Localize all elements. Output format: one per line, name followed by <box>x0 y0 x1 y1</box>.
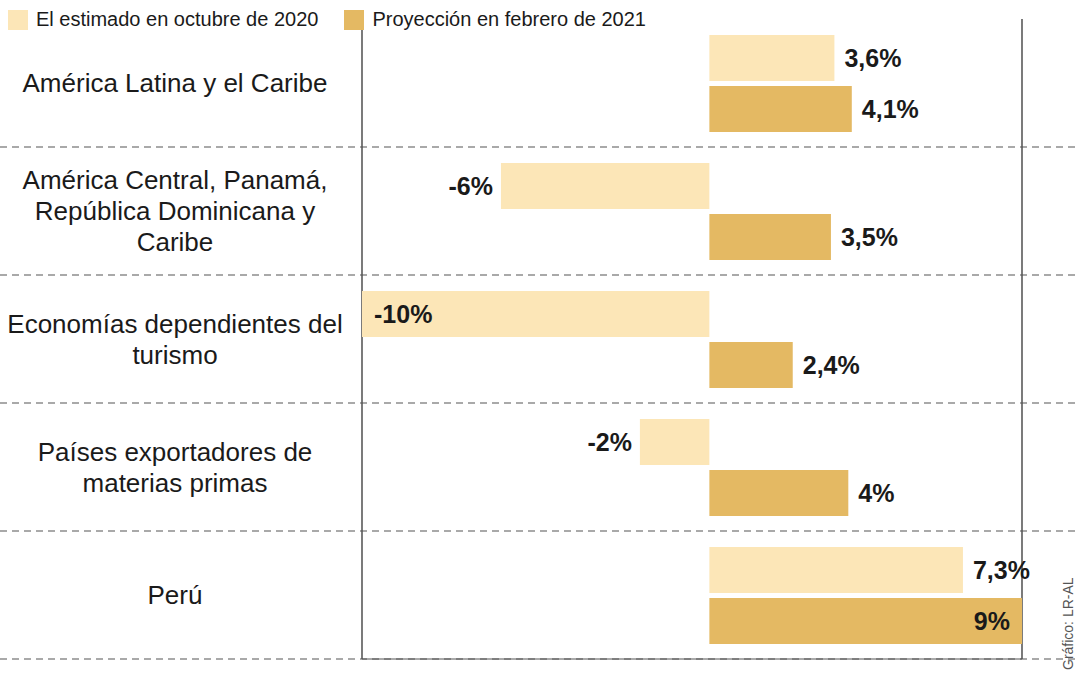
svg-text:2,4%: 2,4% <box>803 351 860 379</box>
svg-text:3,6%: 3,6% <box>844 44 901 72</box>
svg-text:materias primas: materias primas <box>83 468 268 498</box>
html-text:El estimado en octubre de 2020: El estimado en octubre de 2020 <box>36 8 319 30</box>
html-text:Proyección en febrero de 2021: Proyección en febrero de 2021 <box>372 8 646 30</box>
svg-text:América Central, Panamá,: América Central, Panamá, <box>23 165 328 195</box>
svg-text:-6%: -6% <box>448 172 492 200</box>
svg-text:-10%: -10% <box>374 300 432 328</box>
svg-text:4,1%: 4,1% <box>862 95 919 123</box>
svg-text:República Dominicana y: República Dominicana y <box>35 196 315 226</box>
svg-text:turismo: turismo <box>132 340 217 370</box>
svg-text:Países exportadores de: Países exportadores de <box>38 437 313 467</box>
svg-text:-2%: -2% <box>587 428 631 456</box>
svg-text:Gráfico: LR-AL: Gráfico: LR-AL <box>1060 577 1072 670</box>
svg-text:Caribe: Caribe <box>137 227 214 257</box>
svg-text:América Latina y el Caribe: América Latina y el Caribe <box>23 68 328 98</box>
svg-text:7,3%: 7,3% <box>973 556 1030 584</box>
svg-text:3,5%: 3,5% <box>841 223 898 251</box>
svg-text:4%: 4% <box>858 479 894 507</box>
svg-text:Perú: Perú <box>148 580 203 610</box>
svg-text:9%: 9% <box>974 607 1010 635</box>
svg-text:Economías dependientes del: Economías dependientes del <box>8 309 343 339</box>
